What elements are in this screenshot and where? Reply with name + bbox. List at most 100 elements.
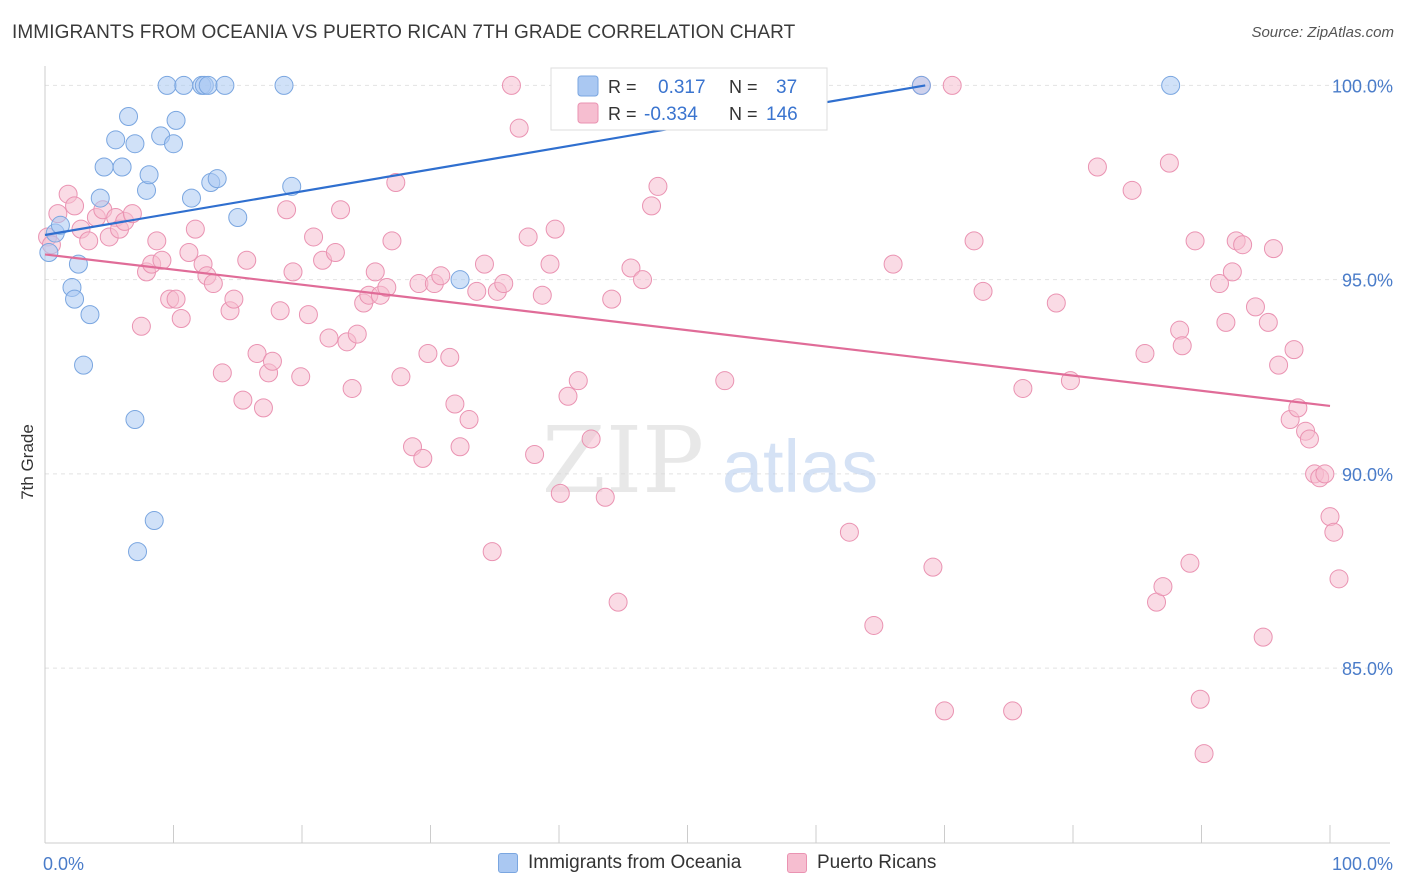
puerto-ricans-point — [224, 289, 244, 309]
puerto-ricans-point — [1170, 320, 1190, 340]
puerto-ricans-point — [1269, 355, 1289, 375]
puerto-ricans-point — [1216, 312, 1236, 332]
puerto-ricans-point — [450, 437, 470, 457]
puerto-ricans-point — [1013, 378, 1033, 398]
puerto-ricans-point — [1258, 312, 1278, 332]
puerto-ricans-point — [131, 316, 151, 336]
puerto-ricans-point — [166, 289, 186, 309]
puerto-ricans-point — [1284, 340, 1304, 360]
puerto-ricans-point — [1135, 343, 1155, 363]
puerto-ricans-point — [147, 231, 167, 251]
puerto-ricans-point — [253, 398, 273, 418]
stats-r-label-b: R = — [608, 104, 637, 124]
puerto-ricans-point — [494, 274, 514, 294]
puerto-ricans-point — [1122, 180, 1142, 200]
puerto-ricans-point — [839, 522, 859, 542]
y-tick-label: 100.0% — [1332, 76, 1393, 96]
puerto-ricans-point — [262, 351, 282, 371]
watermark: ZIP atlas — [542, 407, 878, 514]
puerto-ricans-point — [558, 386, 578, 406]
puerto-ricans-point — [347, 324, 367, 344]
y-axis-label: 7th Grade — [18, 424, 37, 500]
puerto-ricans-point — [581, 429, 601, 449]
puerto-ricans-point — [179, 242, 199, 262]
legend-swatch-puerto-ricans — [787, 853, 807, 873]
legend-item-puerto-ricans[interactable]: Puerto Ricans — [787, 852, 936, 874]
puerto-ricans-point — [1245, 297, 1265, 317]
puerto-ricans-point — [467, 281, 487, 301]
puerto-ricans-point — [212, 363, 232, 383]
stats-n-value-a: 37 — [776, 77, 797, 98]
puerto-ricans-point — [608, 592, 628, 612]
oceania-point — [137, 180, 157, 200]
puerto-ricans-point — [237, 250, 257, 270]
puerto-ricans-point — [1087, 157, 1107, 177]
puerto-ricans-point — [233, 390, 253, 410]
puerto-ricans-point — [382, 231, 402, 251]
x-tick-label: 100.0% — [1332, 854, 1393, 874]
legend-item-oceania[interactable]: Immigrants from Oceania — [498, 852, 741, 874]
puerto-ricans-point — [1172, 336, 1192, 356]
stats-n-label-a: N = — [729, 77, 758, 97]
puerto-ricans-point — [331, 200, 351, 220]
puerto-ricans-point — [602, 289, 622, 309]
puerto-ricans-point — [270, 301, 290, 321]
oceania-point — [157, 75, 177, 95]
oceania-point — [50, 215, 70, 235]
puerto-ricans-point — [1263, 239, 1283, 259]
puerto-ricans-point — [203, 274, 223, 294]
puerto-ricans-point — [1159, 153, 1179, 173]
puerto-ricans-point — [431, 266, 451, 286]
puerto-ricans-point — [532, 285, 552, 305]
puerto-ricans-point — [418, 343, 438, 363]
puerto-ricans-point — [540, 254, 560, 274]
source-label: Source: ZipAtlas.com — [1251, 24, 1394, 41]
stats-n-label-b: N = — [729, 104, 758, 124]
oceania-point — [139, 165, 159, 185]
oceania-point — [90, 188, 110, 208]
puerto-ricans-point — [864, 615, 884, 635]
puerto-ricans-point — [648, 176, 668, 196]
oceania-point — [128, 542, 148, 562]
puerto-ricans-point — [1299, 429, 1319, 449]
legend-label-puerto-ricans: Puerto Ricans — [817, 852, 937, 873]
puerto-ricans-point — [642, 196, 662, 216]
grid-lines: 85.0% 90.0% 95.0% 100.0% — [45, 76, 1393, 679]
puerto-ricans-point — [325, 242, 345, 262]
puerto-ricans-point — [942, 75, 962, 95]
puerto-ricans-point — [973, 281, 993, 301]
oceania-point — [119, 107, 139, 127]
oceania-point — [181, 188, 201, 208]
puerto-ricans-point — [459, 410, 479, 430]
puerto-ricans-point — [1153, 577, 1173, 597]
puerto-ricans-point — [365, 262, 385, 282]
puerto-ricans-point — [304, 227, 324, 247]
puerto-ricans-point — [621, 258, 641, 278]
puerto-ricans-point — [445, 394, 465, 414]
stats-r-value-a: 0.317 — [658, 77, 706, 98]
puerto-ricans-point — [633, 270, 653, 290]
puerto-ricans-point — [550, 483, 570, 503]
puerto-ricans-point — [298, 305, 318, 325]
oceania-point — [207, 169, 227, 189]
oceania-point — [80, 305, 100, 325]
y-tick-label: 95.0% — [1342, 271, 1393, 291]
stats-n-value-b: 146 — [766, 104, 798, 125]
puerto-ricans-point — [277, 200, 297, 220]
puerto-ricans-point — [291, 367, 311, 387]
puerto-ricans-point — [1003, 701, 1023, 721]
puerto-ricans-point — [923, 557, 943, 577]
puerto-ricans-point — [171, 309, 191, 329]
puerto-ricans-point — [1194, 744, 1214, 764]
oceania-point — [166, 110, 186, 130]
puerto-ricans-point — [1046, 293, 1066, 313]
oceania-point — [174, 75, 194, 95]
puerto-ricans-point — [65, 196, 85, 216]
puerto-ricans-point — [1190, 689, 1210, 709]
legend-label-oceania: Immigrants from Oceania — [528, 852, 742, 873]
puerto-ricans-point — [474, 254, 494, 274]
oceania-point — [282, 176, 302, 196]
x-tick-label: 0.0% — [43, 854, 84, 874]
puerto-ricans-point — [518, 227, 538, 247]
